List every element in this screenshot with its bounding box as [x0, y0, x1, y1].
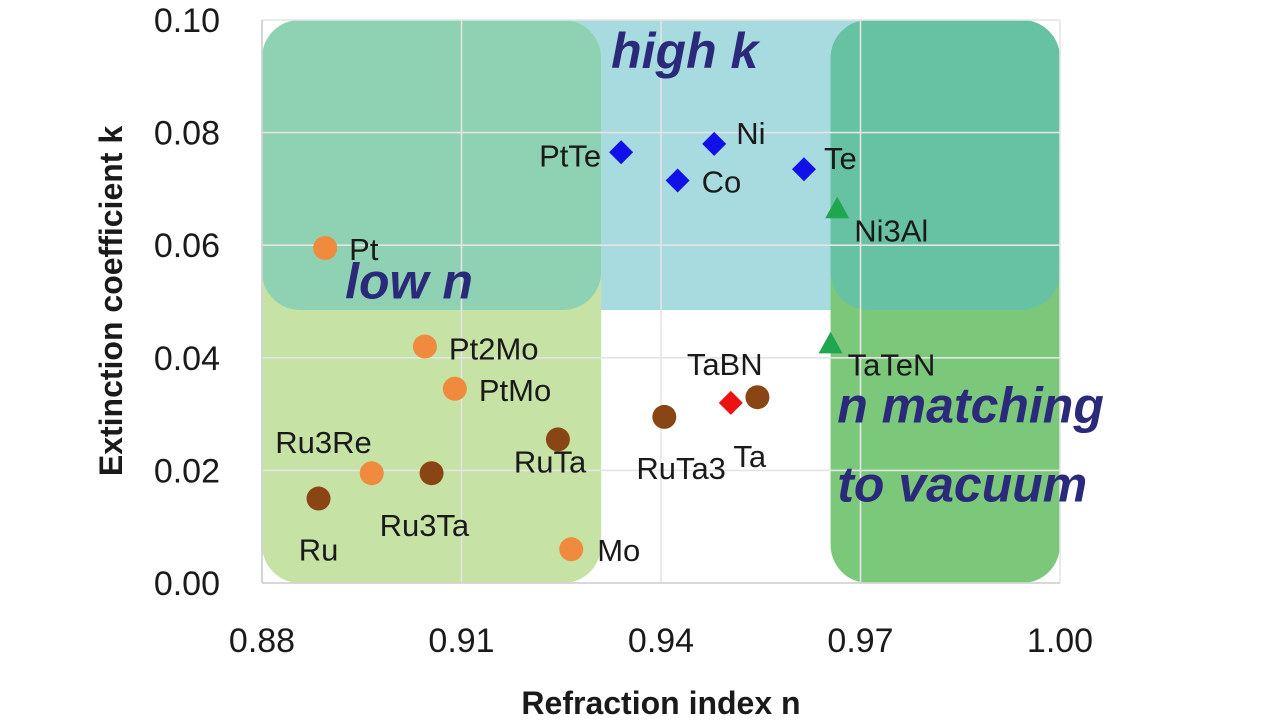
y-tick-label: 0.02	[154, 452, 220, 490]
point-label-ru3ta: Ru3Ta	[380, 508, 470, 543]
y-tick-label: 0.10	[154, 2, 220, 40]
y-axis-title: Extinction coefficient k	[93, 126, 129, 476]
marker-taten	[818, 331, 843, 354]
point-label-te: Te	[824, 141, 857, 176]
x-tick-label: 0.94	[628, 622, 694, 660]
marker-pt2mo	[412, 334, 437, 359]
marker-ptte	[609, 140, 634, 165]
y-tick-label: 0.04	[154, 340, 220, 378]
point-label-ptte: PtTe	[539, 138, 601, 173]
marker-ru	[306, 486, 331, 511]
axes-layer: 0.88 0.91 0.94 0.97 1.00 0.00 0.02 0.04 0.06 0.08…	[154, 2, 1093, 660]
point-label-co: Co	[702, 164, 742, 199]
marker-ruta	[545, 427, 570, 452]
points-layer	[306, 131, 850, 562]
point-label-ta: Ta	[733, 439, 767, 474]
y-tick-label: 0.06	[154, 227, 220, 265]
marker-ni3al	[825, 196, 850, 219]
marker-pt	[313, 236, 338, 261]
marker-te	[791, 157, 816, 182]
x-tick-label: 0.91	[428, 622, 494, 660]
marker-ru3ta	[419, 461, 444, 486]
marker-ruta3	[652, 404, 677, 429]
region-label: to vacuum	[837, 456, 1087, 512]
point-label-pt2mo: Pt2Mo	[449, 332, 539, 367]
y-tick-label: 0.00	[154, 565, 220, 603]
marker-tabn	[718, 390, 743, 415]
point-label-ruta3: RuTa3	[636, 451, 726, 486]
x-tick-label: 1.00	[1027, 622, 1093, 660]
labels-layer: Pt Pt2Mo PtMo Ru3Re Mo Ru Ru3Ta RuTa RuTa3 Ta PtTe…	[275, 116, 935, 568]
point-label-ruta: RuTa	[514, 444, 587, 479]
point-label-mo: Mo	[597, 533, 640, 568]
x-tick-label: 0.88	[229, 622, 295, 660]
point-label-ptmo: PtMo	[479, 373, 551, 408]
y-tick-label: 0.08	[154, 115, 220, 153]
n-matching-high-k-overlap	[830, 20, 1060, 310]
marker-co	[665, 168, 690, 193]
point-label-ru3re: Ru3Re	[275, 425, 372, 460]
x-axis-title: Refraction index n	[521, 685, 800, 721]
region-label: low n	[345, 254, 473, 310]
marker-ta	[745, 385, 770, 410]
region-label: high k	[611, 23, 760, 79]
marker-ptmo	[442, 376, 467, 401]
point-label-ni3al: Ni3Al	[854, 214, 928, 249]
x-tick-label: 0.97	[827, 622, 893, 660]
point-label-taten: TaTeN	[848, 348, 936, 383]
low-n-high-k-overlap	[262, 20, 602, 310]
point-label-ru: Ru	[299, 533, 339, 568]
marker-mo	[559, 537, 584, 562]
region-labels-layer: high k low n n matching to vacuum	[345, 23, 1104, 513]
marker-ni	[702, 131, 727, 156]
region-label: n matching	[837, 378, 1104, 434]
point-label-tabn: TaBN	[687, 347, 763, 382]
point-label-ni: Ni	[736, 116, 765, 151]
point-label-pt: Pt	[349, 232, 379, 267]
marker-ru3re	[359, 461, 384, 486]
